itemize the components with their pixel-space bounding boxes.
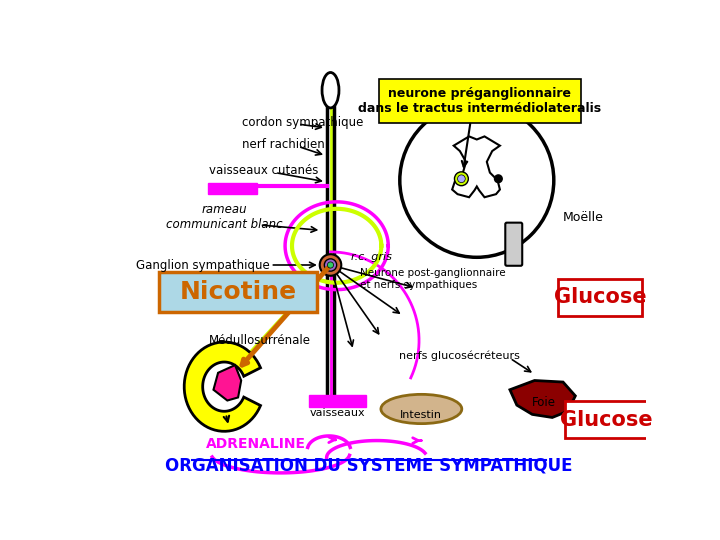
Circle shape [320, 254, 341, 276]
FancyBboxPatch shape [309, 395, 366, 407]
Text: rameau
communicant blanc: rameau communicant blanc [166, 203, 282, 231]
Circle shape [328, 262, 333, 268]
Ellipse shape [322, 72, 339, 108]
Text: Nicotine: Nicotine [179, 280, 297, 304]
Circle shape [454, 172, 468, 186]
Text: nerfs glucosécréteurs: nerfs glucosécréteurs [400, 350, 521, 361]
Text: Intestin: Intestin [400, 410, 442, 420]
FancyBboxPatch shape [505, 222, 522, 266]
Text: vaisseaux: vaisseaux [310, 408, 365, 418]
Text: vaisseaux cutanés: vaisseaux cutanés [209, 164, 318, 177]
Text: Neurone post-ganglionnaire
et nerfs sympathiques: Neurone post-ganglionnaire et nerfs symp… [360, 268, 505, 289]
FancyBboxPatch shape [558, 279, 642, 316]
Circle shape [457, 175, 465, 183]
Text: nerf rachidien: nerf rachidien [242, 138, 325, 151]
FancyBboxPatch shape [565, 401, 647, 438]
Circle shape [495, 175, 503, 183]
Polygon shape [452, 137, 500, 197]
Text: Glucose: Glucose [560, 410, 652, 430]
Circle shape [400, 103, 554, 257]
Text: r.c. gris: r.c. gris [351, 252, 392, 262]
Polygon shape [213, 365, 241, 401]
Circle shape [324, 259, 337, 271]
Text: Moëlle: Moëlle [563, 211, 604, 224]
Text: ORGANISATION DU SYSTEME SYMPATHIQUE: ORGANISATION DU SYSTEME SYMPATHIQUE [166, 456, 572, 474]
FancyBboxPatch shape [379, 79, 581, 123]
Text: Ganglion sympathique: Ganglion sympathique [137, 259, 270, 272]
FancyBboxPatch shape [208, 183, 257, 194]
FancyBboxPatch shape [159, 272, 318, 312]
Text: ADRENALINE: ADRENALINE [206, 437, 306, 451]
Text: cordon sympathique: cordon sympathique [242, 116, 364, 129]
Ellipse shape [381, 394, 462, 423]
Text: Médullosurrénale: Médullosurrénale [209, 334, 311, 347]
Polygon shape [510, 381, 575, 417]
Polygon shape [184, 342, 261, 431]
Text: Glucose: Glucose [554, 287, 647, 307]
Text: Foie: Foie [532, 396, 556, 409]
Text: neurone préganglionnaire
dans le tractus intermédiolateralis: neurone préganglionnaire dans le tractus… [359, 87, 601, 115]
